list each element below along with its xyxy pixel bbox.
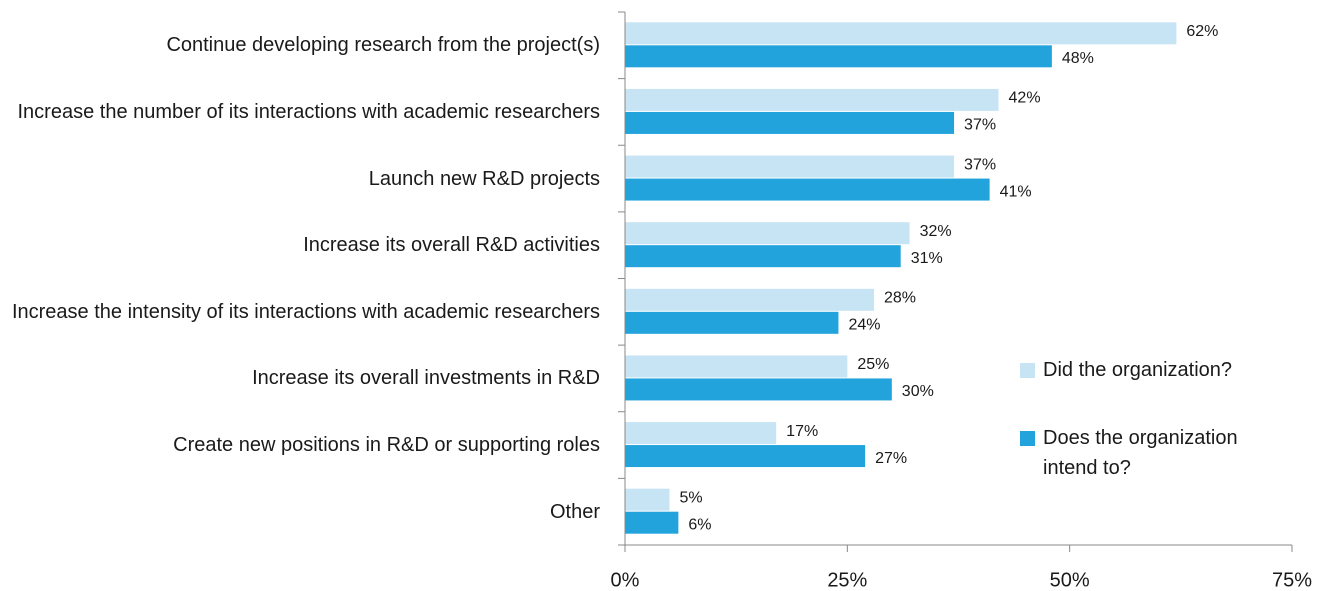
bar <box>625 422 777 445</box>
legend-swatch <box>1020 363 1035 378</box>
data-label: 6% <box>688 516 711 533</box>
category-label: Create new positions in R&D or supportin… <box>173 434 600 457</box>
category-label: Continue developing research from the pr… <box>166 34 600 57</box>
data-label: 24% <box>848 317 880 334</box>
bar <box>625 245 901 268</box>
data-label: 48% <box>1062 50 1094 67</box>
category-label: Increase the number of its interactions … <box>17 100 601 123</box>
bar <box>625 511 679 534</box>
data-label: 31% <box>911 250 943 267</box>
bar <box>625 378 892 401</box>
data-label: 28% <box>884 290 916 307</box>
data-label: 17% <box>786 423 818 440</box>
x-tick-label: 25% <box>827 569 867 591</box>
bar <box>625 488 670 511</box>
data-label: 5% <box>679 489 702 506</box>
data-label: 41% <box>1000 183 1032 200</box>
bar <box>625 288 875 311</box>
data-label: 42% <box>1009 90 1041 107</box>
legend-swatch <box>1020 431 1035 446</box>
data-label: 37% <box>964 156 996 173</box>
data-label: 27% <box>875 450 907 467</box>
x-tick-label: 50% <box>1050 569 1090 591</box>
data-label: 32% <box>920 223 952 240</box>
bar <box>625 111 955 134</box>
data-label: 37% <box>964 117 996 134</box>
legend-label: Did the organization? <box>1043 359 1233 381</box>
category-label: Increase its overall investments in R&D <box>252 367 600 390</box>
category-label: Increase the intensity of its interactio… <box>11 300 600 323</box>
category-label: Increase its overall R&D activities <box>303 234 600 257</box>
x-tick-label: 0% <box>611 569 640 591</box>
bar <box>625 155 955 178</box>
bar <box>625 178 990 201</box>
category-label: Other <box>549 500 600 523</box>
x-tick-label: 75% <box>1272 569 1312 591</box>
bar <box>625 22 1177 45</box>
bar <box>625 88 999 111</box>
legend-label: Does the organization intend to? <box>1043 427 1238 479</box>
bar <box>625 222 910 245</box>
bar <box>625 45 1052 68</box>
bar <box>625 355 848 378</box>
category-label: Launch new R&D projects <box>368 167 600 190</box>
legend-item: Did the organization? <box>1020 355 1290 385</box>
bar <box>625 445 866 468</box>
legend-item: Does the organization intend to? <box>1020 423 1290 483</box>
data-label: 62% <box>1186 23 1218 40</box>
data-label: 25% <box>857 356 889 373</box>
data-label: 30% <box>902 383 934 400</box>
bar <box>625 311 839 334</box>
